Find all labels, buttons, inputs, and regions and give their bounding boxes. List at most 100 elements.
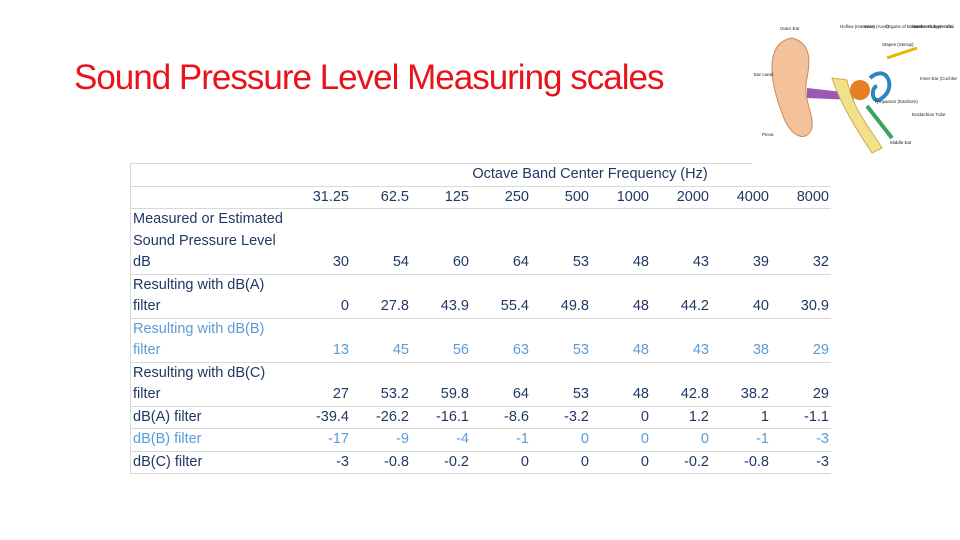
value-cell: 49.8 <box>531 273 591 318</box>
value-cell: 30 <box>291 208 351 274</box>
value-cell: 42.8 <box>651 361 711 406</box>
frequency-cell: 125 <box>411 185 471 209</box>
data-row: Resulting with dB(A) filter 0 27.8 43.9 55.4… <box>130 273 831 318</box>
value-cell: 0 <box>651 428 711 451</box>
value-cell: 53 <box>531 317 591 362</box>
data-row: dB(C) filter -3 -0.8 -0.2 0 0 0 -0.2 -0.8 -3 <box>130 450 831 474</box>
ear-label: Pinna <box>762 132 774 137</box>
header-cell <box>130 163 291 186</box>
frequency-cell: 250 <box>471 185 531 209</box>
row-label: Resulting with dB(C) filter <box>130 361 291 406</box>
spl-table: Octave Band Center Frequency (Hz) 31.25 62… <box>130 163 831 474</box>
value-cell: -16.1 <box>411 405 471 429</box>
ear-label: Outer Ear <box>780 26 800 31</box>
row-label: dB(B) filter <box>130 428 291 451</box>
value-cell: 43.9 <box>411 273 471 318</box>
value-cell: 0 <box>471 450 531 474</box>
value-cell: -1.1 <box>771 405 831 429</box>
tube-shape <box>865 104 894 140</box>
value-cell: -26.2 <box>351 405 411 429</box>
value-cell: -39.4 <box>291 405 351 429</box>
data-row: dB(A) filter -39.4 -26.2 -16.1 -8.6 -3.2 0 1.2 1… <box>130 405 831 429</box>
frequency-row: 31.25 62.5 125 250 500 1000 2000 4000 8000 <box>130 185 831 209</box>
value-cell: 30.9 <box>771 273 831 318</box>
value-cell: -9 <box>351 428 411 451</box>
value-cell: 0 <box>591 450 651 474</box>
value-cell: 0 <box>591 405 651 429</box>
value-cell: 54 <box>351 208 411 274</box>
header-cell <box>130 185 291 209</box>
ear-label: Incus (Anvil) <box>864 24 889 29</box>
slide-title: Sound Pressure Level Measuring scales <box>74 58 664 97</box>
ear-labels: Outer Ear Hollow (Hammer)Incus (Anvil)Org… <box>754 24 957 145</box>
frequency-cell: 2000 <box>651 185 711 209</box>
pinna-shape <box>771 37 813 137</box>
value-cell: -1 <box>471 428 531 451</box>
value-cell: 29 <box>771 317 831 362</box>
value-cell: 0 <box>531 450 591 474</box>
value-cell: -0.2 <box>411 450 471 474</box>
header-row: Octave Band Center Frequency (Hz) <box>130 163 831 186</box>
value-cell: 29 <box>771 361 831 406</box>
value-cell: -0.2 <box>651 450 711 474</box>
value-cell: 64 <box>471 208 531 274</box>
value-cell: 27.8 <box>351 273 411 318</box>
value-cell: -4 <box>411 428 471 451</box>
data-row: Resulting with dB(C) filter 27 53.2 59.8 64 5… <box>130 361 831 406</box>
value-cell: 0 <box>591 428 651 451</box>
value-cell: 45 <box>351 317 411 362</box>
ear-diagram: Outer Ear Hollow (Hammer)Incus (Anvil)Org… <box>752 18 957 168</box>
row-label: dB(C) filter <box>130 450 291 474</box>
frequency-cell: 500 <box>531 185 591 209</box>
row-label: Measured or Estimated Sound Pressure Lev… <box>130 208 291 274</box>
value-cell: 63 <box>471 317 531 362</box>
value-cell: 13 <box>291 317 351 362</box>
data-row: dB(B) filter -17 -9 -4 -1 0 0 0 -1 -3 <box>130 428 831 451</box>
value-cell: -3 <box>771 450 831 474</box>
ear-label: Hollow (Hammer) <box>840 24 876 29</box>
value-cell: 53 <box>531 361 591 406</box>
value-cell: 32 <box>771 208 831 274</box>
frequency-cell: 31.25 <box>291 185 351 209</box>
ear-label: Nerves to the central auditory system an… <box>912 24 954 29</box>
frequency-cell: 62.5 <box>351 185 411 209</box>
value-cell: 1.2 <box>651 405 711 429</box>
value-cell: 59.8 <box>411 361 471 406</box>
value-cell: -3 <box>291 450 351 474</box>
ear-label: Middle Ear <box>890 140 912 145</box>
value-cell: 1 <box>711 405 771 429</box>
value-cell: 56 <box>411 317 471 362</box>
value-cell: 43 <box>651 317 711 362</box>
ear-label: Ear canal <box>754 72 773 77</box>
group-header: Octave Band Center Frequency (Hz) <box>291 163 831 186</box>
frequency-cell: 1000 <box>591 185 651 209</box>
value-cell: -8.6 <box>471 405 531 429</box>
frequency-cell: 8000 <box>771 185 831 209</box>
value-cell: 43 <box>651 208 711 274</box>
value-cell: 48 <box>591 361 651 406</box>
value-cell: 0 <box>291 273 351 318</box>
nerve-shape <box>886 46 918 60</box>
value-cell: -3 <box>771 428 831 451</box>
value-cell: 48 <box>591 208 651 274</box>
ear-label: Inner Ear (Cochlea) <box>920 76 957 81</box>
data-row: Measured or Estimated Sound Pressure Lev… <box>130 208 831 274</box>
ear-label: Stapes (Stirrup) <box>882 42 914 47</box>
data-row: Resulting with dB(B) filter 13 45 56 63 53 48 4… <box>130 317 831 362</box>
row-label: dB(A) filter <box>130 405 291 429</box>
ear-label: Tympanum (Eardrum) <box>874 99 918 104</box>
value-cell: -17 <box>291 428 351 451</box>
value-cell: 27 <box>291 361 351 406</box>
cochlea-shape <box>868 71 892 102</box>
value-cell: 48 <box>591 317 651 362</box>
value-cell: 55.4 <box>471 273 531 318</box>
ear-label: Eustachian Tube <box>912 112 946 117</box>
table-body: Octave Band Center Frequency (Hz) 31.25 62… <box>130 163 831 474</box>
middle-ear-shape <box>850 80 870 100</box>
value-cell: 0 <box>531 428 591 451</box>
value-cell: -0.8 <box>351 450 411 474</box>
value-cell: 38.2 <box>711 361 771 406</box>
value-cell: 64 <box>471 361 531 406</box>
row-label: Resulting with dB(A) filter <box>130 273 291 318</box>
